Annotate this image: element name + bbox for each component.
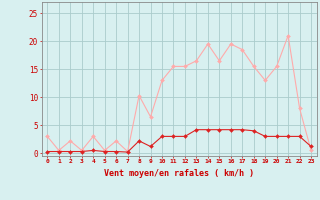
- X-axis label: Vent moyen/en rafales ( km/h ): Vent moyen/en rafales ( km/h ): [104, 169, 254, 178]
